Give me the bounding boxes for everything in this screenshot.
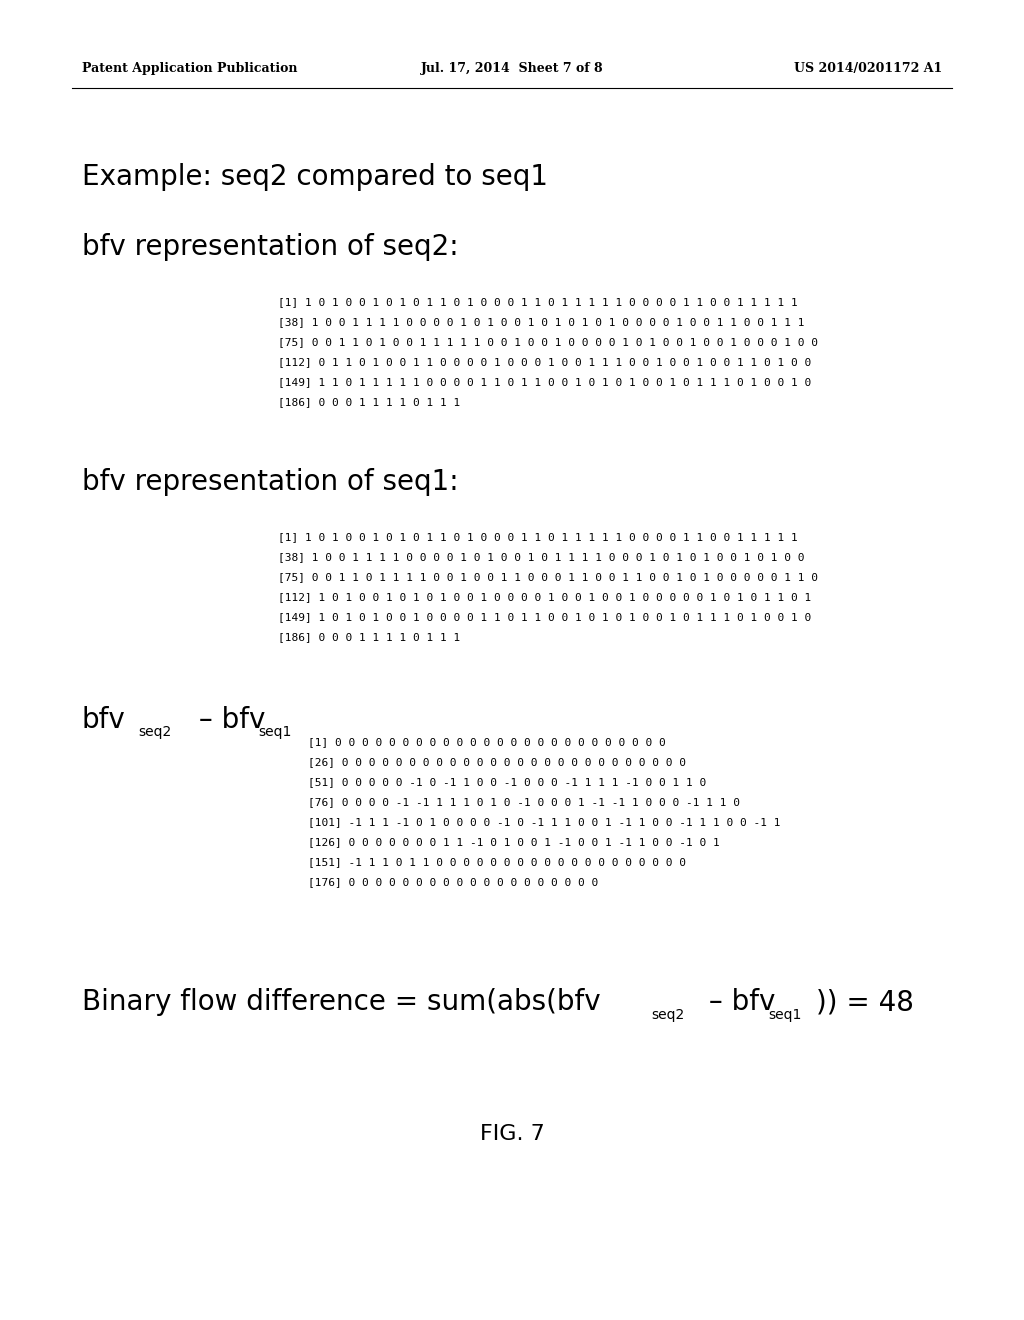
Text: Patent Application Publication: Patent Application Publication: [82, 62, 298, 75]
Text: [38] 1 0 0 1 1 1 1 0 0 0 0 1 0 1 0 0 1 0 1 1 1 1 0 0 0 1 0 1 0 1 0 0 1 0 1 0 0: [38] 1 0 0 1 1 1 1 0 0 0 0 1 0 1 0 0 1 0…: [278, 552, 805, 562]
Text: [112] 0 1 1 0 1 0 0 1 1 0 0 0 0 1 0 0 0 1 0 0 1 1 1 0 0 1 0 0 1 0 0 1 1 0 1 0 0: [112] 0 1 1 0 1 0 0 1 1 0 0 0 0 1 0 0 0 …: [278, 356, 811, 367]
Text: [149] 1 1 0 1 1 1 1 1 0 0 0 0 1 1 0 1 1 0 0 1 0 1 0 1 0 0 1 0 1 1 1 0 1 0 0 1 0: [149] 1 1 0 1 1 1 1 1 0 0 0 0 1 1 0 1 1 …: [278, 378, 811, 387]
Text: FIG. 7: FIG. 7: [479, 1125, 545, 1144]
Text: bfv: bfv: [82, 706, 126, 734]
Text: [186] 0 0 0 1 1 1 1 0 1 1 1: [186] 0 0 0 1 1 1 1 0 1 1 1: [278, 397, 460, 407]
Text: Binary flow difference = sum(abs(bfv: Binary flow difference = sum(abs(bfv: [82, 987, 601, 1016]
Text: [112] 1 0 1 0 0 1 0 1 0 1 0 0 1 0 0 0 0 1 0 0 1 0 0 1 0 0 0 0 0 1 0 1 0 1 1 0 1: [112] 1 0 1 0 0 1 0 1 0 1 0 0 1 0 0 0 0 …: [278, 591, 811, 602]
Text: seq2: seq2: [651, 1008, 684, 1022]
Text: [26] 0 0 0 0 0 0 0 0 0 0 0 0 0 0 0 0 0 0 0 0 0 0 0 0 0 0: [26] 0 0 0 0 0 0 0 0 0 0 0 0 0 0 0 0 0 0…: [308, 756, 686, 767]
Text: [75] 0 0 1 1 0 1 0 0 1 1 1 1 1 0 0 1 0 0 1 0 0 0 0 1 0 1 0 0 1 0 0 1 0 0 0 1 0 0: [75] 0 0 1 1 0 1 0 0 1 1 1 1 1 0 0 1 0 0…: [278, 337, 818, 347]
Text: [101] -1 1 1 -1 0 1 0 0 0 0 -1 0 -1 1 1 0 0 1 -1 1 0 0 -1 1 1 0 0 -1 1: [101] -1 1 1 -1 0 1 0 0 0 0 -1 0 -1 1 1 …: [308, 817, 780, 828]
Text: [51] 0 0 0 0 0 -1 0 -1 1 0 0 -1 0 0 0 -1 1 1 1 -1 0 0 1 1 0: [51] 0 0 0 0 0 -1 0 -1 1 0 0 -1 0 0 0 -1…: [308, 777, 707, 787]
Text: [176] 0 0 0 0 0 0 0 0 0 0 0 0 0 0 0 0 0 0 0: [176] 0 0 0 0 0 0 0 0 0 0 0 0 0 0 0 0 0 …: [308, 876, 598, 887]
Text: [126] 0 0 0 0 0 0 0 1 1 -1 0 1 0 0 1 -1 0 0 1 -1 1 0 0 -1 0 1: [126] 0 0 0 0 0 0 0 1 1 -1 0 1 0 0 1 -1 …: [308, 837, 720, 847]
Text: seq2: seq2: [138, 725, 171, 739]
Text: [76] 0 0 0 0 -1 -1 1 1 1 0 1 0 -1 0 0 0 1 -1 -1 1 0 0 0 -1 1 1 0: [76] 0 0 0 0 -1 -1 1 1 1 0 1 0 -1 0 0 0 …: [308, 797, 740, 807]
Text: [38] 1 0 0 1 1 1 1 0 0 0 0 1 0 1 0 0 1 0 1 0 1 0 1 0 0 0 0 1 0 0 1 1 0 0 1 1 1: [38] 1 0 0 1 1 1 1 0 0 0 0 1 0 1 0 0 1 0…: [278, 317, 805, 327]
Text: [1] 0 0 0 0 0 0 0 0 0 0 0 0 0 0 0 0 0 0 0 0 0 0 0 0 0: [1] 0 0 0 0 0 0 0 0 0 0 0 0 0 0 0 0 0 0 …: [308, 737, 666, 747]
Text: Jul. 17, 2014  Sheet 7 of 8: Jul. 17, 2014 Sheet 7 of 8: [421, 62, 603, 75]
Text: Example: seq2 compared to seq1: Example: seq2 compared to seq1: [82, 162, 548, 191]
Text: [151] -1 1 1 0 1 1 0 0 0 0 0 0 0 0 0 0 0 0 0 0 0 0 0 0 0: [151] -1 1 1 0 1 1 0 0 0 0 0 0 0 0 0 0 0…: [308, 857, 686, 867]
Text: – bfv: – bfv: [700, 987, 775, 1016]
Text: seq1: seq1: [258, 725, 292, 739]
Text: US 2014/0201172 A1: US 2014/0201172 A1: [794, 62, 942, 75]
Text: bfv representation of seq2:: bfv representation of seq2:: [82, 234, 459, 261]
Text: bfv representation of seq1:: bfv representation of seq1:: [82, 469, 459, 496]
Text: – bfv: – bfv: [190, 706, 265, 734]
Text: [1] 1 0 1 0 0 1 0 1 0 1 1 0 1 0 0 0 1 1 0 1 1 1 1 1 0 0 0 0 1 1 0 0 1 1 1 1 1: [1] 1 0 1 0 0 1 0 1 0 1 1 0 1 0 0 0 1 1 …: [278, 532, 798, 543]
Text: [75] 0 0 1 1 0 1 1 1 1 0 0 1 0 0 1 1 0 0 0 1 1 0 0 1 1 0 0 1 0 1 0 0 0 0 0 1 1 0: [75] 0 0 1 1 0 1 1 1 1 0 0 1 0 0 1 1 0 0…: [278, 572, 818, 582]
Text: seq1: seq1: [768, 1008, 802, 1022]
Text: [149] 1 0 1 0 1 0 0 1 0 0 0 0 1 1 0 1 1 0 0 1 0 1 0 1 0 0 1 0 1 1 1 0 1 0 0 1 0: [149] 1 0 1 0 1 0 0 1 0 0 0 0 1 1 0 1 1 …: [278, 612, 811, 622]
Text: [1] 1 0 1 0 0 1 0 1 0 1 1 0 1 0 0 0 1 1 0 1 1 1 1 1 0 0 0 0 1 1 0 0 1 1 1 1 1: [1] 1 0 1 0 0 1 0 1 0 1 1 0 1 0 0 0 1 1 …: [278, 297, 798, 308]
Text: [186] 0 0 0 1 1 1 1 0 1 1 1: [186] 0 0 0 1 1 1 1 0 1 1 1: [278, 632, 460, 642]
Text: )) = 48: )) = 48: [816, 987, 913, 1016]
